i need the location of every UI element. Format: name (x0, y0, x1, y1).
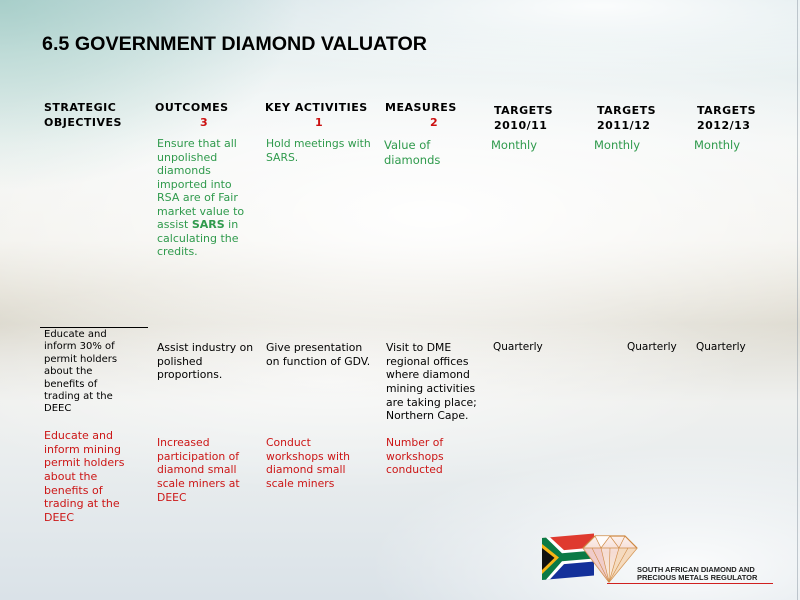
row-2-target-2010-11: Quarterly (493, 341, 543, 354)
row-2-target-2012-13: Quarterly (696, 341, 746, 354)
slide-edge (797, 0, 798, 600)
row-1-outcome-emphasis: SARS (191, 218, 225, 231)
row-1-outcome: Ensure that all unpolished diamonds impo… (157, 137, 244, 259)
header-measures-number: 2 (430, 115, 438, 129)
row-2-strategic-objective: Educate and inform 30% of permit holders… (44, 329, 118, 415)
flag-green-pall (542, 537, 594, 580)
header-targets-2012-13: TARGETS 2012/13 (697, 103, 756, 133)
diamond-facet-line (591, 547, 610, 583)
row-1-outcome-text: Ensure that all unpolished diamonds impo… (157, 137, 245, 231)
header-measures: MEASURES (385, 100, 457, 114)
row-3-outcome: Increased participation of diamond small… (157, 436, 240, 504)
row-1-outcome-text-end: in calculating the credits. (157, 218, 239, 258)
header-targets-2011-12: TARGETS 2011/12 (597, 103, 656, 133)
header-targets-label: TARGETS (597, 103, 657, 117)
row-1-key-activity: Hold meetings with SARS. (266, 137, 371, 164)
row-separator (40, 327, 148, 328)
logo-text-line-2: PRECIOUS METALS REGULATOR (637, 573, 758, 582)
row-3-key-activity: Conduct workshops with diamond small sca… (266, 436, 351, 490)
header-targets-period: 2010/11 (494, 118, 548, 132)
row-1-target-2012-13: Monthly (694, 137, 741, 152)
row-1-measure: Value of diamonds (384, 137, 441, 167)
header-targets-label: TARGETS (494, 103, 554, 117)
diamond-facet-line (608, 547, 611, 583)
diamond-facet-left (583, 548, 609, 582)
regulator-logo-emblem (542, 533, 638, 583)
header-strategic-objectives: STRATEGIC OBJECTIVES (44, 100, 122, 129)
row-1-target-2011-12: Monthly (594, 137, 641, 152)
header-targets-2010-11: TARGETS 2010/11 (494, 103, 553, 133)
header-key-activities-number: 1 (315, 115, 323, 129)
diamond-facet-line (608, 547, 620, 583)
diamond-facet-highlight (595, 536, 610, 548)
row-3-strategic-objective: Educate and inform mining permit holders… (44, 429, 125, 524)
header-targets-period: 2011/12 (597, 118, 651, 132)
south-african-flag-icon (542, 533, 594, 580)
row-2-target-2011-12: Quarterly (627, 341, 677, 354)
header-outcomes: OUTCOMES (155, 100, 229, 114)
diamond-facet-line (600, 547, 610, 583)
diamond-icon (582, 535, 638, 583)
header-key-activities: KEY ACTIVITIES (265, 100, 368, 114)
logo-underline (607, 583, 773, 584)
logo-text-line-1: SOUTH AFRICAN DIAMOND AND (637, 565, 755, 574)
header-targets-period: 2012/13 (697, 118, 751, 132)
row-2-key-activity: Give presentation on function of GDV. (266, 341, 371, 368)
row-3-measure: Number of workshops conducted (386, 436, 444, 477)
row-1-target-2010-11: Monthly (491, 137, 538, 152)
row-2-measure: Visit to DME regional offices where diam… (386, 341, 477, 423)
diamond-crown-facets (582, 535, 638, 549)
regulator-logo-text: SOUTH AFRICAN DIAMOND AND PRECIOUS METALS… (637, 566, 757, 582)
row-2-outcome: Assist industry on polished proportions. (157, 341, 254, 382)
slide-title: 6.5 GOVERNMENT DIAMOND VALUATOR (42, 33, 428, 55)
diamond-facet-line (608, 547, 629, 583)
flag-black-triangle (542, 548, 555, 570)
header-outcomes-number: 3 (200, 115, 208, 129)
diamond-pavilion-facets (591, 547, 629, 583)
diamond-facet-right (609, 548, 637, 582)
header-targets-label: TARGETS (697, 103, 757, 117)
